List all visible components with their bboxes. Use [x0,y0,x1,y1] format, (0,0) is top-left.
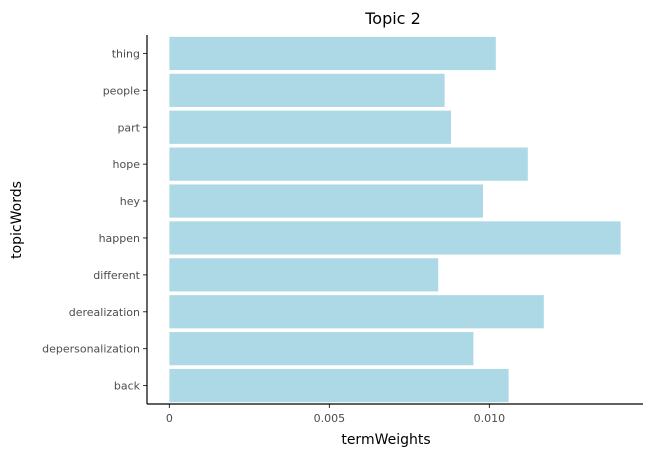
x-ticks: 0 0.005 0.010 [166,404,505,425]
y-tick-label: hey [120,195,141,208]
chart-title: Topic 2 [364,9,421,28]
x-tick-label: 0.010 [474,412,506,425]
y-tick-label: people [103,84,141,97]
y-tick-label: depersonalization [42,343,140,356]
bar-happen [169,221,621,255]
bars [169,36,621,403]
bar-back [169,368,509,403]
y-axis-label: topicWords [9,181,25,259]
bar-hey [169,184,483,218]
x-axis-label: termWeights [341,432,430,448]
bar-depersonalization [169,332,474,366]
y-tick-label: back [114,380,141,393]
bar-part [169,110,451,144]
bar-people [169,73,445,107]
bar-hope [169,147,528,181]
y-tick-label: part [117,121,140,134]
x-tick-label: 0.005 [314,412,346,425]
y-tick-label: thing [112,47,140,60]
bar-derealization [169,295,544,329]
y-tick-label: different [93,269,140,282]
bar-thing [169,36,496,71]
y-tick-label: derealization [69,306,140,319]
y-tick-labels: thing people part hope hey happen different der… [42,47,147,393]
y-tick-label: happen [99,232,140,245]
x-tick-label: 0 [166,412,173,425]
bar-different [169,258,439,292]
y-tick-label: hope [113,158,141,171]
